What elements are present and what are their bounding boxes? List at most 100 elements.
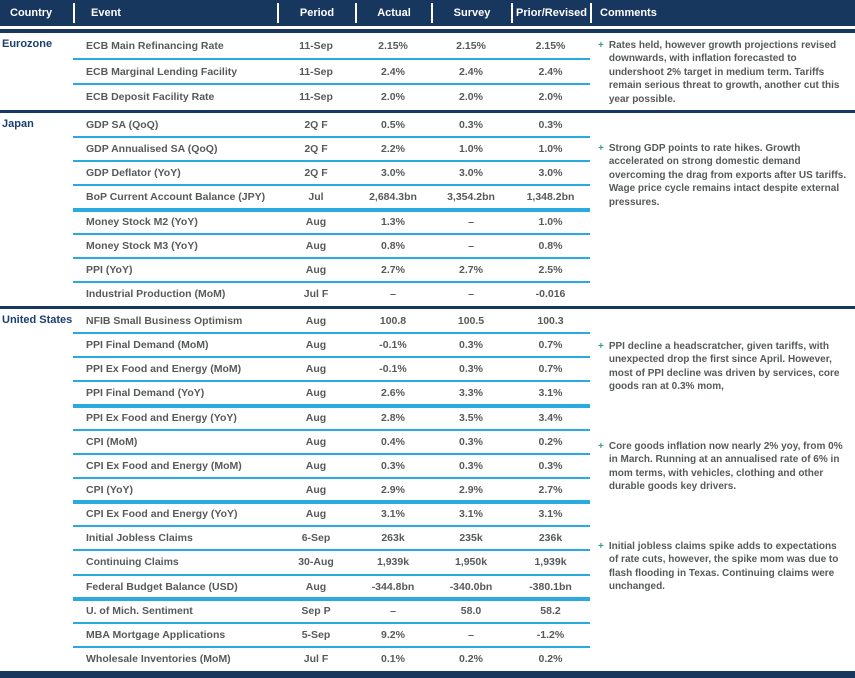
prior-revised-cell: 0.8% bbox=[538, 239, 563, 252]
actual-cell: 2.6% bbox=[381, 387, 405, 400]
survey-cell: – bbox=[468, 239, 474, 252]
survey-cell: 0.3% bbox=[459, 459, 483, 472]
prior-revised-cell: 0.2% bbox=[538, 653, 563, 666]
actual-cell: 1,939k bbox=[376, 556, 410, 569]
actual-cell: -0.1% bbox=[379, 363, 407, 376]
period-cell: Aug bbox=[305, 215, 327, 228]
event-cell: PPI Ex Food and Energy (MoM) bbox=[86, 363, 242, 376]
actual-cell: – bbox=[390, 604, 396, 617]
prior-revised-cell: -380.1bn bbox=[529, 580, 572, 593]
comment-block: + Initial jobless claims spike adds to e… bbox=[598, 540, 847, 594]
prior-revised-cell: 2.7% bbox=[538, 484, 563, 497]
actual-cell: 9.2% bbox=[381, 628, 405, 641]
table-row: U. of Mich. Sentiment Sep P – 58.0 58.2 bbox=[73, 599, 590, 624]
comment-block: + PPI decline a headscratcher, given tar… bbox=[598, 340, 847, 394]
table-row: BoP Current Account Balance (JPY) Jul 2,… bbox=[73, 185, 590, 212]
survey-cell: 58.0 bbox=[460, 604, 482, 617]
event-cell: PPI (YoY) bbox=[86, 263, 133, 276]
survey-cell: 3.5% bbox=[459, 411, 483, 424]
event-cell: Industrial Production (MoM) bbox=[86, 287, 226, 300]
table-row: NFIB Small Business Optimism Aug 100.8 1… bbox=[73, 309, 590, 335]
comment-block: + Rates held, however growth projections… bbox=[598, 39, 847, 106]
actual-cell: 2.0% bbox=[381, 91, 405, 104]
event-cell: CPI (YoY) bbox=[86, 484, 134, 497]
prior-revised-cell: 3.4% bbox=[538, 411, 563, 424]
survey-cell: -340.0bn bbox=[449, 580, 493, 593]
prior-revised-cell: 0.3% bbox=[538, 119, 563, 132]
actual-cell: 0.4% bbox=[381, 435, 405, 448]
period-cell: Jul F bbox=[303, 653, 329, 666]
section-comments: + Rates held, however growth projections… bbox=[590, 33, 855, 110]
table-row: CPI (MoM) Aug 0.4% 0.3% 0.2% bbox=[73, 430, 590, 455]
survey-cell: – bbox=[468, 287, 474, 300]
prior-revised-cell: 2.4% bbox=[538, 65, 563, 78]
prior-revised-cell: -0.016 bbox=[535, 287, 566, 300]
survey-cell: 100.5 bbox=[457, 315, 485, 328]
event-cell: GDP Deflator (YoY) bbox=[86, 167, 181, 180]
event-cell: Money Stock M3 (YoY) bbox=[86, 239, 198, 252]
actual-cell: -0.1% bbox=[379, 339, 407, 352]
period-cell: Aug bbox=[305, 387, 327, 400]
survey-cell: 3.0% bbox=[459, 167, 483, 180]
actual-cell: 2.15% bbox=[378, 39, 408, 52]
event-cell: Initial Jobless Claims bbox=[86, 532, 193, 545]
survey-cell: 0.3% bbox=[459, 435, 483, 448]
period-cell: Aug bbox=[305, 459, 327, 472]
prior-revised-cell: 3.1% bbox=[538, 508, 563, 521]
comment-text: Core goods inflation now nearly 2% yoy, … bbox=[608, 441, 843, 493]
table-row: PPI Final Demand (MoM) Aug -0.1% 0.3% 0.… bbox=[73, 333, 590, 359]
section-comments: + Strong GDP points to rate hikes. Growt… bbox=[590, 113, 855, 306]
period-cell: Aug bbox=[305, 363, 327, 376]
bullet-plus-icon: + bbox=[598, 541, 604, 552]
prior-revised-cell: 236k bbox=[538, 532, 563, 545]
survey-cell: 0.3% bbox=[459, 119, 483, 132]
table-body: Eurozone ECB Main Refinancing Rate 11-Se… bbox=[0, 29, 855, 678]
period-cell: Aug bbox=[305, 239, 327, 252]
comment-block: + Core goods inflation now nearly 2% yoy… bbox=[598, 440, 847, 494]
comment-text: Initial jobless claims spike adds to exp… bbox=[608, 541, 839, 593]
comment-block: + Strong GDP points to rate hikes. Growt… bbox=[598, 142, 847, 209]
table-row: PPI Ex Food and Energy (YoY) Aug 2.8% 3.… bbox=[73, 406, 590, 431]
prior-revised-cell: 1,939k bbox=[534, 556, 567, 569]
table-row: Continuing Claims 30-Aug 1,939k 1,950k 1… bbox=[73, 550, 590, 576]
period-cell: 6-Sep bbox=[301, 532, 331, 545]
survey-cell: 235k bbox=[459, 532, 483, 545]
table-row: ECB Marginal Lending Facility 11-Sep 2.4… bbox=[73, 59, 590, 86]
prior-revised-cell: 1,348.2bn bbox=[526, 191, 575, 204]
event-cell: ECB Deposit Facility Rate bbox=[86, 91, 215, 104]
prior-revised-cell: 100.3 bbox=[537, 315, 564, 328]
prior-revised-cell: 58.2 bbox=[540, 604, 561, 617]
table-row: GDP SA (QoQ) 2Q F 0.5% 0.3% 0.3% bbox=[73, 113, 590, 139]
table-row: Money Stock M3 (YoY) Aug 0.8% – 0.8% bbox=[73, 234, 590, 259]
period-cell: 11-Sep bbox=[299, 91, 333, 104]
header-period: Period bbox=[277, 3, 355, 23]
table-row: CPI Ex Food and Energy (YoY) Aug 3.1% 3.… bbox=[73, 502, 590, 528]
comment-text: Strong GDP points to rate hikes. Growth … bbox=[608, 143, 847, 208]
period-cell: 2Q F bbox=[304, 143, 328, 156]
period-cell: 30-Aug bbox=[298, 556, 334, 569]
prior-revised-cell: 3.1% bbox=[538, 387, 563, 400]
header-event: Event bbox=[73, 3, 277, 23]
section-eurozone: Eurozone ECB Main Refinancing Rate 11-Se… bbox=[0, 33, 855, 110]
country-label: United States bbox=[2, 314, 73, 326]
prior-revised-cell: 2.5% bbox=[538, 263, 563, 276]
prior-revised-cell: 2.15% bbox=[535, 39, 566, 52]
survey-cell: 0.2% bbox=[459, 653, 483, 666]
event-cell: PPI Ex Food and Energy (YoY) bbox=[86, 411, 237, 424]
survey-cell: 3,354.2bn bbox=[447, 191, 495, 204]
event-cell: GDP Annualised SA (QoQ) bbox=[86, 143, 218, 156]
period-cell: 2Q F bbox=[304, 119, 328, 132]
survey-cell: 0.3% bbox=[459, 339, 483, 352]
period-cell: 11-Sep bbox=[299, 65, 333, 78]
actual-cell: 2,684.3bn bbox=[369, 191, 417, 204]
actual-cell: 0.5% bbox=[381, 119, 405, 132]
section-rows: NFIB Small Business Optimism Aug 100.8 1… bbox=[73, 309, 590, 671]
table-row: Federal Budget Balance (USD) Aug -344.8b… bbox=[73, 575, 590, 601]
actual-cell: 3.0% bbox=[381, 167, 405, 180]
actual-cell: 1.3% bbox=[381, 215, 405, 228]
event-cell: CPI Ex Food and Energy (MoM) bbox=[86, 459, 242, 472]
actual-cell: 263k bbox=[381, 532, 405, 545]
period-cell: Aug bbox=[305, 315, 327, 328]
table-row: GDP Annualised SA (QoQ) 2Q F 2.2% 1.0% 1… bbox=[73, 137, 590, 163]
survey-cell: 2.15% bbox=[456, 39, 486, 52]
